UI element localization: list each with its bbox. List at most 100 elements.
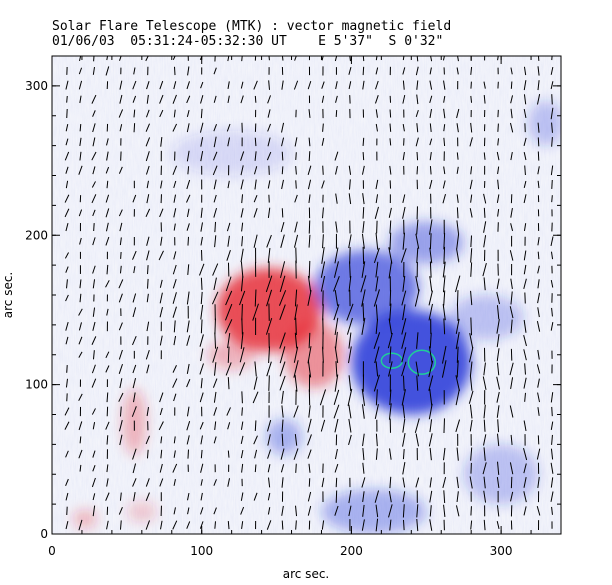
field-vector xyxy=(389,389,392,406)
field-vector xyxy=(388,403,392,420)
field-vector xyxy=(551,434,553,445)
field-vector xyxy=(456,360,459,378)
field-vector xyxy=(362,448,365,461)
field-vector xyxy=(428,375,434,391)
field-vector xyxy=(308,109,311,118)
field-vector xyxy=(78,336,83,345)
field-vector xyxy=(281,179,284,190)
field-vector xyxy=(294,374,298,392)
field-vector xyxy=(428,403,433,420)
field-vector xyxy=(79,279,82,289)
field-vector xyxy=(78,322,82,331)
field-vector xyxy=(213,67,217,75)
field-vector xyxy=(79,124,82,132)
field-vector xyxy=(241,391,243,404)
field-vector xyxy=(334,317,339,336)
field-vector xyxy=(146,321,150,332)
field-vector xyxy=(293,346,299,363)
field-vector xyxy=(456,303,459,321)
field-vector xyxy=(375,518,379,532)
field-vector xyxy=(322,123,324,132)
field-vector xyxy=(64,407,70,416)
field-vector xyxy=(443,447,446,461)
field-vector xyxy=(267,137,271,147)
field-vector xyxy=(334,448,338,460)
field-vector xyxy=(510,151,513,161)
field-vector xyxy=(200,507,204,515)
field-vector xyxy=(146,250,150,261)
field-vector xyxy=(268,80,270,90)
field-vector xyxy=(295,505,298,517)
field-vector xyxy=(523,349,527,361)
field-vector xyxy=(402,404,406,419)
field-vector xyxy=(510,67,513,75)
field-vector xyxy=(160,436,163,444)
field-vector xyxy=(132,335,137,346)
field-vector xyxy=(105,421,110,430)
field-vector xyxy=(147,265,149,275)
field-vector xyxy=(213,207,218,218)
field-vector xyxy=(133,109,136,118)
field-vector xyxy=(132,378,137,389)
chart-title: Solar Flare Telescope (MTK) : vector mag… xyxy=(52,19,452,34)
field-vector xyxy=(402,304,406,321)
field-vector xyxy=(536,321,541,332)
field-vector xyxy=(401,332,407,349)
field-vector xyxy=(119,520,122,530)
field-vector xyxy=(321,56,324,61)
field-vector xyxy=(429,276,433,292)
field-vector xyxy=(145,208,151,218)
field-vector xyxy=(321,246,325,264)
field-vector xyxy=(321,95,325,103)
field-vector xyxy=(482,376,487,390)
negative-patch-3 xyxy=(171,130,292,176)
field-vector xyxy=(334,346,339,363)
field-vector xyxy=(455,389,460,406)
field-vector xyxy=(375,276,379,292)
field-vector xyxy=(536,94,541,105)
field-vector xyxy=(132,307,137,318)
field-vector xyxy=(470,122,473,133)
field-vector xyxy=(470,235,473,247)
field-vector xyxy=(281,433,284,447)
field-vector xyxy=(389,165,392,175)
field-vector xyxy=(307,449,312,459)
field-vector xyxy=(65,378,68,388)
field-vector xyxy=(400,248,407,263)
field-vector xyxy=(550,66,554,75)
field-vector xyxy=(510,207,513,218)
field-vector xyxy=(497,166,500,175)
field-vector xyxy=(266,361,272,377)
field-vector xyxy=(92,265,96,274)
field-vector xyxy=(415,276,420,292)
field-vector xyxy=(523,491,527,503)
field-vector xyxy=(349,56,351,62)
field-vector xyxy=(187,236,190,246)
field-vector xyxy=(416,123,419,133)
field-vector xyxy=(118,506,123,515)
negative-south xyxy=(321,489,427,534)
field-vector xyxy=(145,123,150,132)
field-vector xyxy=(227,137,231,147)
field-vector xyxy=(145,349,150,360)
field-vector xyxy=(496,305,500,320)
field-vector xyxy=(429,477,432,488)
field-vector xyxy=(320,261,326,278)
field-vector xyxy=(550,165,554,176)
field-vector xyxy=(388,490,392,503)
field-vector xyxy=(537,292,540,304)
field-vector xyxy=(334,331,338,350)
field-vector xyxy=(389,476,392,489)
field-vector xyxy=(226,222,231,232)
field-vector xyxy=(92,307,96,317)
field-vector xyxy=(131,406,137,417)
field-vector xyxy=(441,360,447,378)
field-vector xyxy=(187,449,190,459)
field-vector xyxy=(65,266,69,273)
field-vector xyxy=(496,521,500,530)
field-vector xyxy=(200,319,203,334)
field-vector xyxy=(159,208,164,218)
field-vector xyxy=(158,250,164,261)
field-vector xyxy=(375,261,379,278)
field-vector xyxy=(402,433,406,447)
